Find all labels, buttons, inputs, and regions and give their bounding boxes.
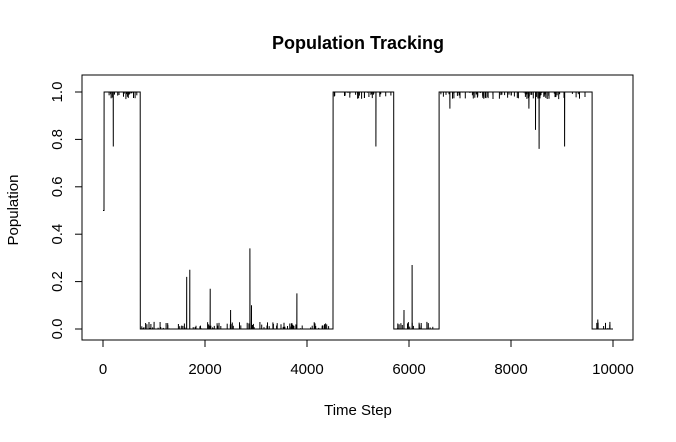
y-axis: 0.0 0.2 0.4 0.6 0.8 1.0 [49,82,83,340]
x-tick-label: 8000 [494,361,527,378]
x-axis-label: Time Step [324,402,392,419]
y-tick-label: 0.8 [49,129,66,150]
y-axis-label: Population [5,175,22,246]
x-tick-label: 4000 [290,361,323,378]
y-tick-label: 0.4 [49,224,66,245]
x-tick-label: 10000 [592,361,634,378]
series-line-population [103,91,613,330]
y-tick-label: 1.0 [49,82,66,103]
x-tick-label: 6000 [392,361,425,378]
chart-title: Population Tracking [272,33,444,53]
y-tick-label: 0.0 [49,319,66,340]
y-tick-label: 0.2 [49,271,66,292]
plot-frame [81,74,634,341]
x-axis: 0 2000 4000 6000 8000 10000 [99,339,634,378]
x-tick-label: 2000 [188,361,221,378]
y-tick-label: 0.6 [49,176,66,197]
x-tick-label: 0 [99,361,107,378]
spike-marks [108,92,611,329]
